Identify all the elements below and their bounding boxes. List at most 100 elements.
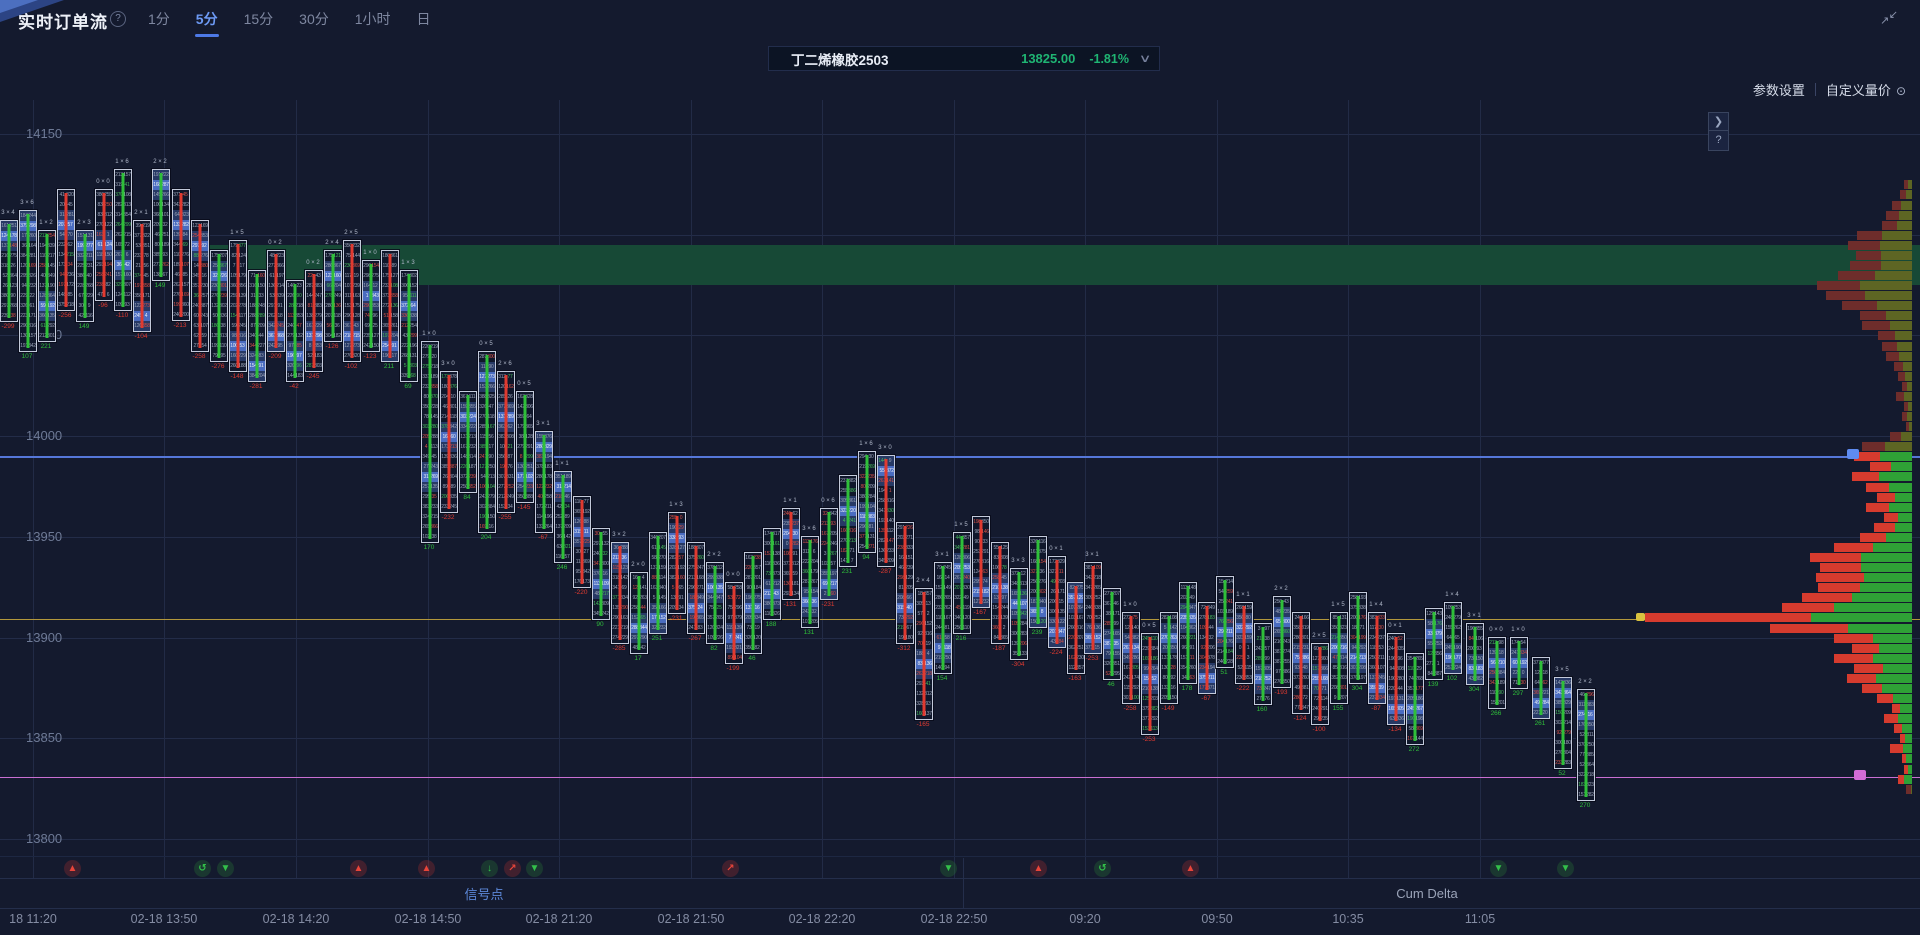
imbalance-label: 1 × 1 (783, 498, 797, 504)
delta-label: -253 (1085, 655, 1099, 662)
imbalance-label: 2 × 3 (77, 220, 91, 226)
time-axis-label: 02-18 21:50 (657, 912, 725, 926)
panel-help-button[interactable]: ? (1708, 130, 1729, 151)
toolbar-divider (1814, 83, 1816, 96)
help-icon[interactable]: ? (110, 11, 126, 27)
volume-profile-row (1886, 211, 1912, 220)
delta-label: -312 (897, 645, 911, 652)
volume-profile-row (1902, 412, 1912, 421)
volume-profile-row (1890, 744, 1912, 753)
footprint-candle: 179 377 82 124 7 17 105 179 360 356 259 139 202 278 15… (229, 240, 247, 372)
time-axis-label: 10:35 (1332, 912, 1364, 926)
imbalance-label: 0 × 0 (96, 179, 110, 185)
volume-profile-row (1838, 271, 1912, 280)
footprint-candle: 184 244 379 298 17 260 36 164 384 281 120 169 295 326… (19, 210, 37, 352)
signal-red-needle-icon: ↗ (504, 860, 521, 877)
volume-profile-row (1834, 543, 1912, 552)
footprint-candle: 174 302 306 152 95 111 372 64 336 338 212 254 43 299 2… (400, 270, 418, 382)
settings-button[interactable]: 参数设置 (1752, 83, 1805, 98)
volume-profile-row (1902, 754, 1912, 763)
imbalance-label: 1 × 4 (1369, 602, 1383, 608)
tab-period-1[interactable]: 5分 (196, 9, 218, 35)
imbalance-label: 2 × 5 (1312, 633, 1326, 639)
tab-period-3[interactable]: 30分 (299, 11, 329, 27)
volume-profile-row (1834, 634, 1912, 643)
footprint-candle: 140 23 226 90 28 218 113 353 240 47 279 132 97 85 196 9… (286, 280, 304, 382)
signal-red-needle-icon: ↗ (722, 860, 739, 877)
delta-label: -299 (1, 323, 15, 330)
delta-label: -209 (268, 353, 282, 360)
delta-label: -67 (538, 534, 548, 541)
price-axis-label: 13900 (26, 630, 63, 645)
footprint-candle: 212 254 194 339 110 217 258 145 40 349 137 190 128 36… (38, 230, 56, 342)
tab-period-0[interactable]: 1分 (148, 11, 170, 27)
delta-label: -126 (325, 343, 339, 350)
instrument-selector[interactable]: 丁二烯橡胶2503 13825.00 -1.81% ∨ (768, 46, 1160, 71)
level-line-13831 (0, 777, 1920, 778)
footprint-candle: 246 62 235 237 204 30 0 282 108 91 371 312 369 59 136 1… (782, 508, 800, 600)
volume-profile-row (1906, 422, 1912, 431)
period-tabs: 1分 5分 15分 30分 1小时 日 (148, 9, 431, 35)
imbalance-label: 1 × 3 (401, 260, 415, 266)
delta-label: 149 (154, 282, 166, 289)
collapse-icon[interactable]: ↙ ↗ (1880, 9, 1898, 27)
price-gridline (0, 638, 1920, 639)
footprint-candle: 367 111 159 355 303 224 334 222 131 213 167 232 148 3… (459, 391, 477, 493)
signal-green-hook-icon: ↺ (194, 860, 211, 877)
imbalance-label: 3 × 1 (1085, 552, 1099, 558)
delta-label: 155 (1332, 705, 1344, 712)
signal-green-down-icon: ▼ (1490, 860, 1507, 877)
price-axis-label: 14000 (26, 428, 63, 443)
time-axis-label: 02-18 22:50 (920, 912, 988, 926)
time-gridline (1085, 100, 1086, 878)
volume-profile-row (1904, 180, 1912, 189)
time-axis-label: 02-18 21:20 (525, 912, 593, 926)
footprint-candle: 272 75 12 140 54 382 261 134 349 286 167 305 242 174 1… (1122, 612, 1140, 704)
volume-profile-row (1900, 734, 1912, 743)
footprint-candle: 72 349 278 183 109 44 134 32 92 206 304 378 234 194 37… (1198, 602, 1216, 694)
footprint-candle: 79 245 16 14 152 149 286 265 233 262 110 167 244 81 61… (934, 562, 952, 674)
delta-label: -253 (1142, 736, 1156, 743)
footprint-candle: 44 357 349 281 128 306 205 253 267 240 207 330 322 49… (953, 532, 971, 634)
footprint-candle: 85 131 350 323 214 350 206 216 47 314 85 316 352 203 2… (1330, 612, 1348, 704)
imbalance-label: 2 × 4 (916, 578, 930, 584)
time-gridline (296, 100, 297, 878)
time-gridline (1217, 100, 1218, 878)
imbalance-label: 1 × 0 (422, 331, 436, 337)
delta-label: 170 (423, 544, 435, 551)
imbalance-label: 0 × 0 (1489, 627, 1503, 633)
custom-volume-price-button[interactable]: 自定义量价 ⊙ (1825, 83, 1906, 98)
volume-profile-row (1904, 402, 1912, 411)
panel-expand-button[interactable]: ❯ (1708, 112, 1729, 133)
signal-green-down-icon: ▼ (526, 860, 543, 877)
footprint-candle: 326 116 161 375 168 154 327 36 256 276 200 302 181 34… (1029, 536, 1047, 628)
imbalance-label: 0 × 2 (306, 260, 320, 266)
footprint-candle: 60 286 127 360 157 366 255 168 70 71 72 114 240 291 29… (1311, 643, 1329, 725)
tab-period-5[interactable]: 日 (416, 11, 431, 27)
delta-label: -281 (249, 383, 263, 390)
footprint-candle: 109 253 248 279 155 262 64 65 245 190 198 177 251 224 (1444, 602, 1462, 674)
delta-label: 246 (556, 564, 568, 571)
footprint-candle: 180 361 110 89 175 127 233 108 373 358 272 136 51 158… (381, 250, 399, 362)
delta-label: 261 (1534, 720, 1546, 727)
imbalance-label: 2 × 2 (1274, 586, 1288, 592)
imbalance-label: 3 × 3 (1011, 558, 1025, 564)
time-axis-label: 11:05 (1464, 912, 1496, 926)
time-gridline (1348, 100, 1349, 878)
footprint-candle: 174 54 241 334 60 192 22 0 71 30 (1510, 637, 1528, 689)
delta-label: 139 (1427, 681, 1439, 688)
footprint-candle: 123 169 254 353 297 92 88 276 14 380 345 16 357 230 36… (191, 220, 209, 352)
tab-period-2[interactable]: 15分 (243, 11, 274, 27)
volume-profile-row (1862, 684, 1912, 693)
time-gridline (822, 100, 823, 878)
price-gridline (0, 235, 1920, 236)
delta-label: 154 (936, 675, 948, 682)
volume-profile-row (1884, 714, 1912, 723)
volume-profile-row (1874, 523, 1912, 532)
delta-label: -232 (441, 514, 455, 521)
tab-period-4[interactable]: 1小时 (354, 11, 391, 27)
delta-label: -304 (1011, 661, 1025, 668)
price-axis-label: 13850 (26, 730, 63, 745)
